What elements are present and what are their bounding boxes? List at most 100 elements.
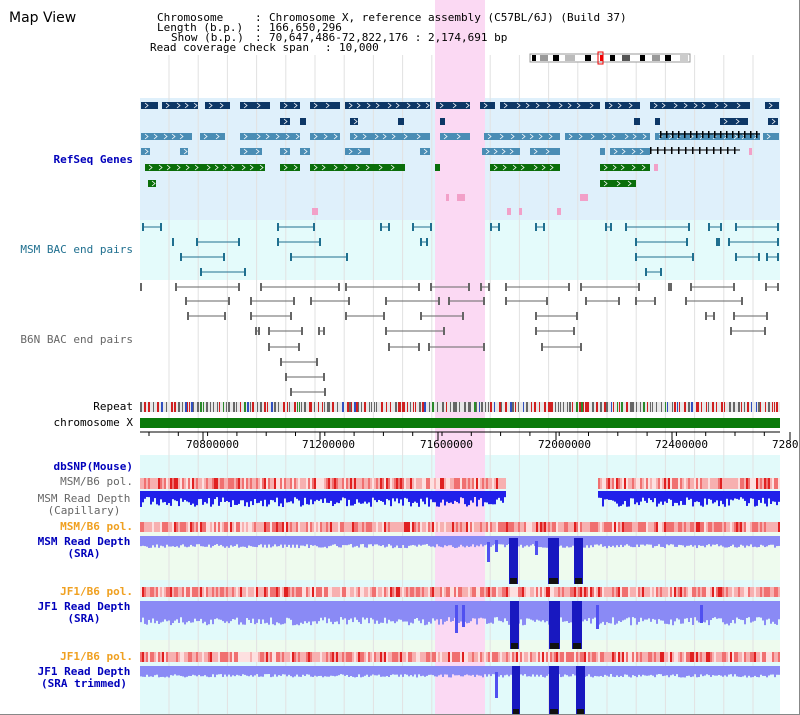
pol-mark: [452, 587, 454, 597]
b6n-bac-pair-end: [310, 297, 312, 305]
depth-mark: [498, 666, 500, 677]
gene-arrow: [184, 102, 189, 109]
track-label-b6n-bac[interactable]: B6N BAC end pairs: [20, 333, 133, 346]
track-label-msm-depth-sra-1[interactable]: MSM Read Depth: [37, 535, 131, 548]
gene-mark: [300, 118, 306, 125]
pol-mark: [538, 652, 540, 662]
chromosome-value: Chromosome X, reference assembly (C57BL/…: [269, 11, 627, 24]
depth-mark: [774, 536, 776, 548]
depth-mark: [398, 536, 400, 548]
depth-mark: [634, 601, 636, 619]
depth-mark: [614, 666, 616, 678]
pol-mark: [392, 652, 394, 662]
track-label-refseq[interactable]: RefSeq Genes: [53, 153, 133, 166]
pol-mark: [438, 522, 440, 532]
pol-mark: [566, 522, 568, 532]
pol-mark: [152, 587, 154, 597]
depth-mark: [330, 666, 332, 676]
depth-mark: [636, 601, 638, 625]
pol-mark: [326, 587, 328, 597]
pol-mark: [338, 587, 340, 597]
pol-mark: [312, 522, 314, 532]
track-label-msm-depth-sra-2[interactable]: (SRA): [67, 547, 101, 560]
track-label-jf1-b6-pol-1[interactable]: JF1/B6 pol.: [60, 585, 133, 598]
pol-mark: [586, 652, 588, 662]
depth-mark: [534, 601, 536, 622]
pol-mark: [248, 522, 250, 532]
gene-mark: [482, 148, 520, 155]
pol-mark: [220, 522, 222, 532]
depth-mark: [422, 536, 424, 545]
pol-mark: [688, 522, 690, 532]
repeat-mark: [400, 402, 401, 412]
track-label-msm-b6-pol-1[interactable]: MSM/B6 pol.: [60, 475, 133, 488]
pol-mark: [694, 478, 696, 489]
depth-mark: [484, 491, 486, 503]
pol-mark: [312, 478, 314, 489]
pol-mark: [568, 587, 570, 597]
depth-mark: [608, 601, 610, 624]
depth-mark: [496, 666, 498, 676]
repeat-mark: [600, 402, 602, 412]
depth-mark: [144, 491, 146, 499]
pol-mark: [286, 478, 288, 489]
pol-mark: [444, 587, 446, 597]
depth-mark: [530, 601, 532, 620]
depth-mark: [334, 666, 336, 677]
pol-mark: [632, 522, 634, 532]
depth-mark: [316, 601, 318, 624]
pol-mark: [462, 652, 464, 662]
gene-mark: [749, 148, 752, 155]
depth-mark: [478, 666, 480, 676]
pol-mark: [750, 587, 752, 597]
track-label-msm-depth-cap-2[interactable]: (Capillary): [47, 504, 121, 517]
depth-mark: [618, 536, 620, 548]
pol-mark: [200, 522, 202, 532]
depth-mark: [686, 666, 688, 676]
track-label-jf1-depth-trim-1[interactable]: JF1 Read Depth: [37, 665, 131, 678]
depth-mark: [356, 536, 358, 546]
depth-mark: [740, 536, 742, 545]
track-label-jf1-depth-sra-1[interactable]: JF1 Read Depth: [37, 600, 131, 613]
track-label-dbsnp[interactable]: dbSNP(Mouse): [53, 460, 133, 473]
depth-mark: [640, 601, 642, 618]
b6n-bac-pair-end: [483, 343, 485, 351]
depth-mark: [318, 536, 320, 548]
track-label-msm-bac[interactable]: MSM BAC end pairs: [20, 243, 133, 256]
pol-mark: [772, 522, 774, 532]
pol-mark: [250, 478, 252, 489]
depth-mark: [644, 601, 646, 620]
b6n-bac-pair-end: [428, 343, 430, 351]
repeat-mark: [626, 402, 628, 412]
track-label-msm-b6-pol-2[interactable]: MSM/B6 pol.: [60, 520, 133, 533]
pol-mark: [758, 522, 760, 532]
depth-mark: [652, 491, 654, 503]
depth-mark: [244, 601, 246, 625]
depth-mark: [228, 491, 230, 503]
pol-mark: [430, 652, 432, 662]
pol-mark: [186, 587, 188, 597]
gene-mark: [310, 133, 340, 140]
pol-mark: [352, 587, 354, 597]
track-label-repeat[interactable]: Repeat: [93, 400, 133, 413]
depth-mark: [284, 491, 286, 499]
pol-mark: [558, 587, 560, 597]
depth-mark: [708, 601, 710, 626]
track-label-jf1-depth-trim-2[interactable]: (SRA trimmed): [40, 677, 128, 690]
depth-mark: [668, 491, 670, 499]
pol-mark: [464, 587, 466, 597]
track-label-msm-depth-cap-1[interactable]: MSM Read Depth: [37, 492, 131, 505]
repeat-mark: [684, 402, 686, 412]
pol-mark: [450, 587, 452, 597]
pol-mark: [650, 587, 652, 597]
gene-arrow: [520, 164, 525, 171]
depth-mark: [238, 601, 240, 625]
track-label-jf1-depth-sra-2[interactable]: (SRA): [67, 612, 101, 625]
depth-mark: [350, 601, 352, 619]
track-label-chromosome[interactable]: chromosome X: [53, 416, 133, 429]
depth-mark: [164, 536, 166, 548]
pol-mark: [696, 478, 698, 489]
track-label-jf1-b6-pol-2[interactable]: JF1/B6 pol.: [60, 650, 133, 663]
repeat-mark: [351, 402, 352, 412]
